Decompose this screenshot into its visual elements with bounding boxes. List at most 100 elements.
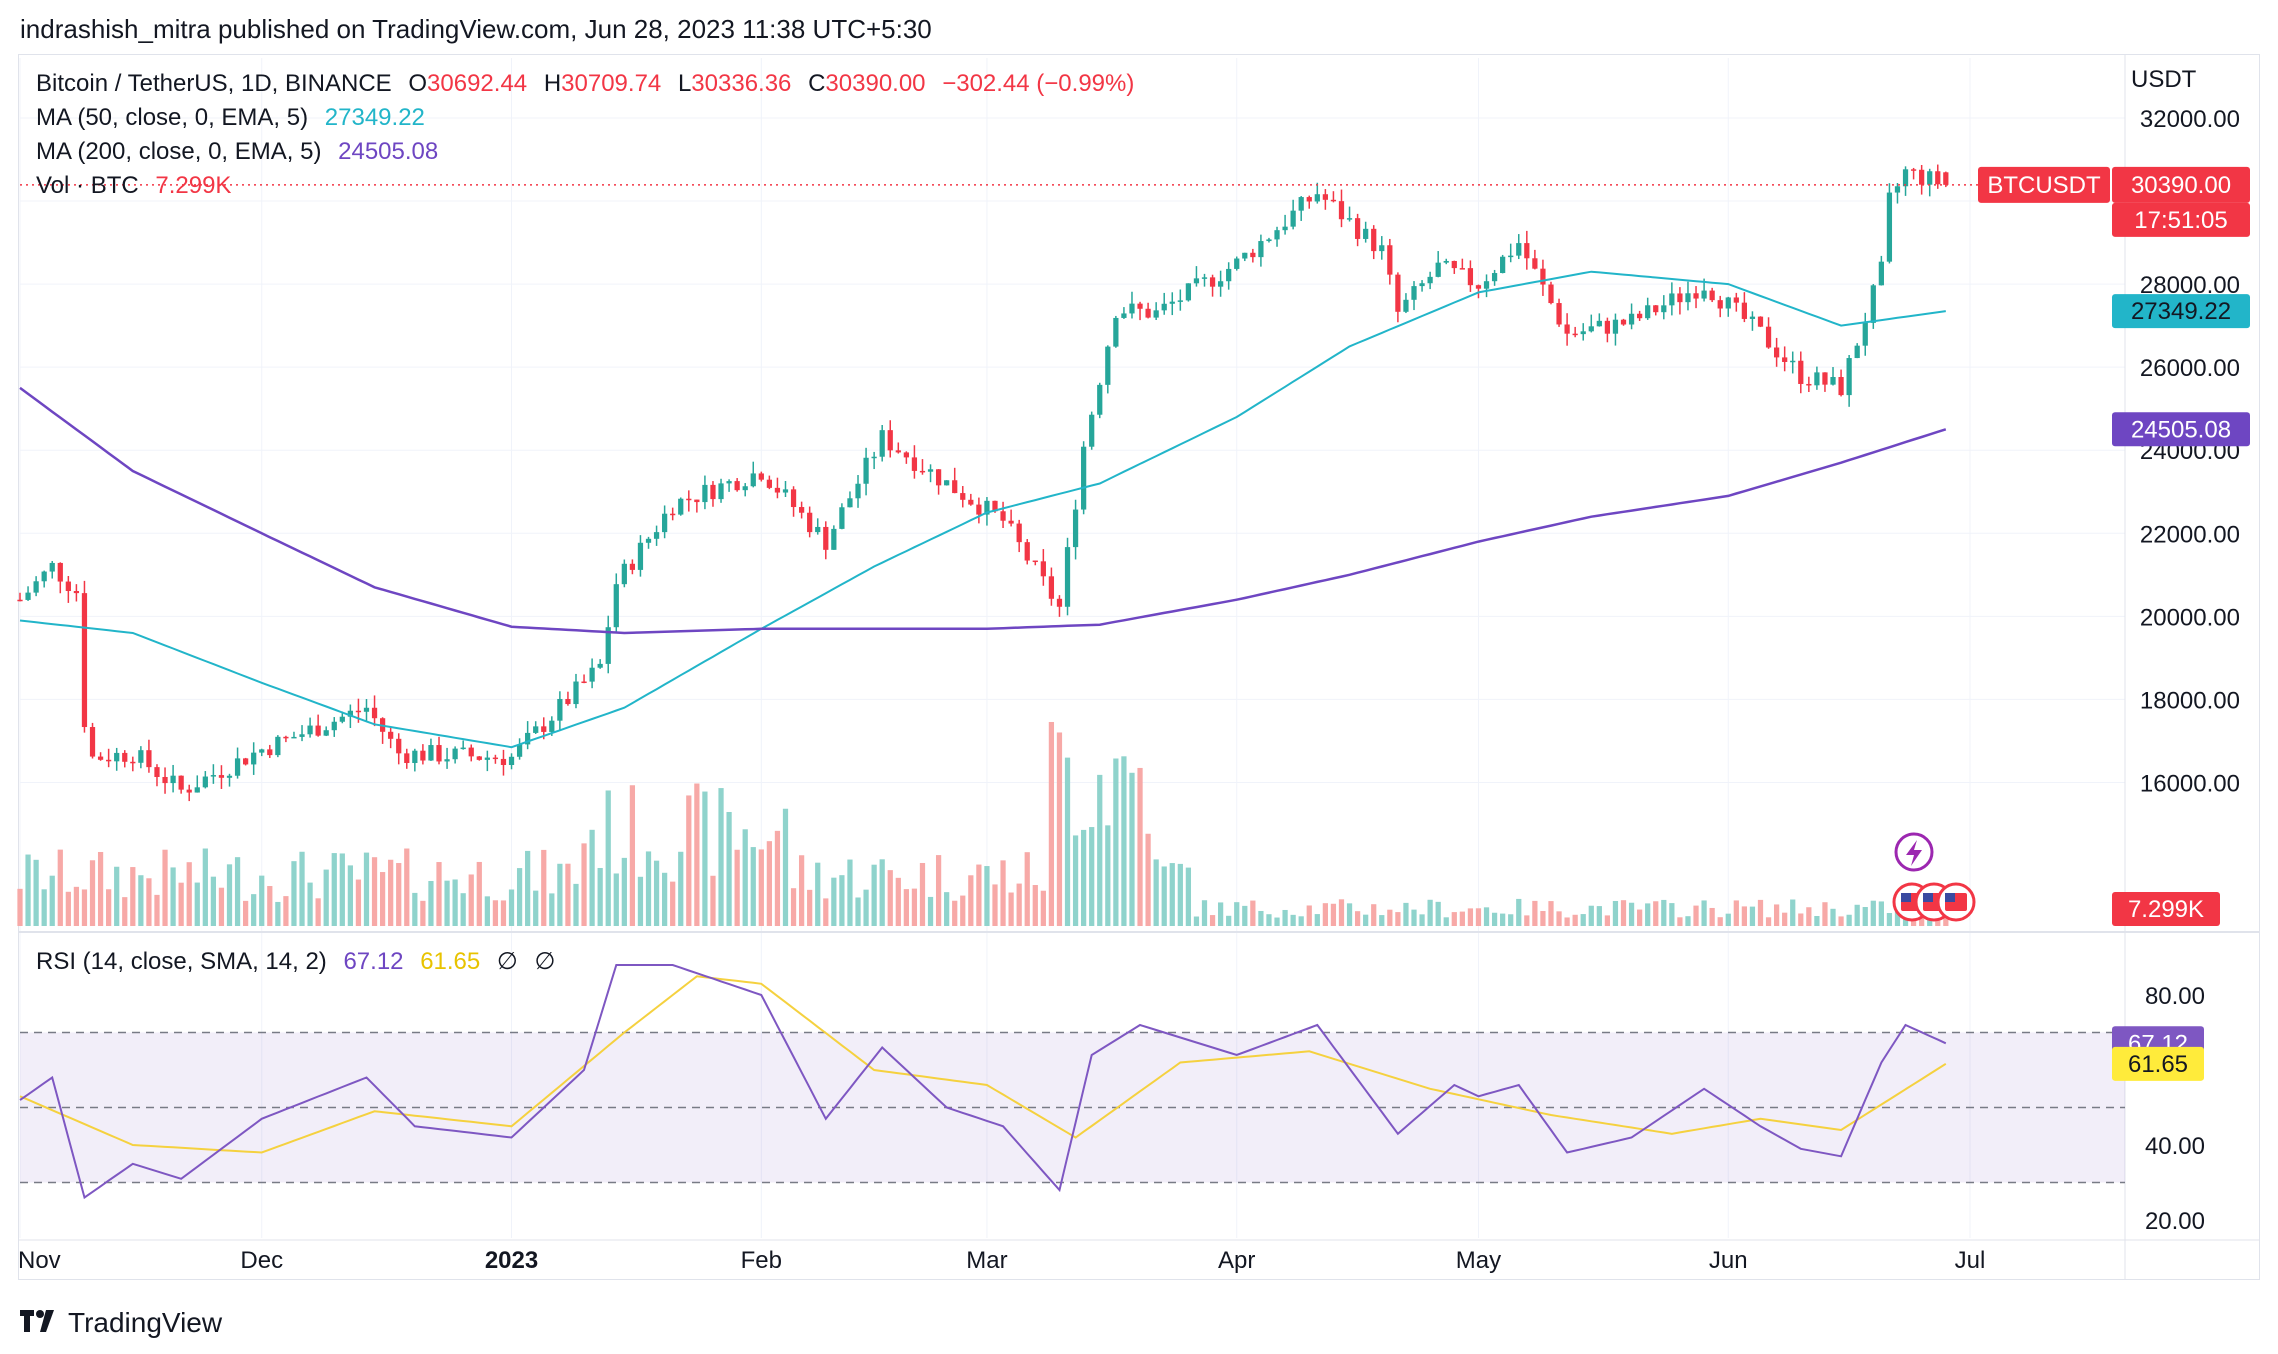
volume-bar <box>1354 911 1361 926</box>
candle-body <box>1935 171 1941 185</box>
candle-body <box>347 710 353 717</box>
candle-body <box>1572 333 1578 336</box>
candle-body <box>154 767 160 777</box>
candle-body <box>637 542 644 570</box>
candle-body <box>1773 347 1780 358</box>
volume-bar <box>1338 899 1345 926</box>
candle-body <box>130 761 136 764</box>
candle-body <box>267 749 273 756</box>
volume-bar <box>1201 900 1208 926</box>
rsi-axis-tick: 20.00 <box>2145 1208 2205 1235</box>
candle-body <box>162 776 168 784</box>
candle-body <box>234 758 241 776</box>
volume-bar <box>1604 915 1611 926</box>
candle-body <box>589 667 595 682</box>
ohlc-legend: Bitcoin / TetherUS, 1D, BINANCE O30692.4… <box>36 70 1144 98</box>
volume-bar <box>1056 732 1063 926</box>
candle-body <box>1169 301 1175 304</box>
time-axis-tick: May <box>1456 1247 1501 1274</box>
volume-bar <box>653 860 660 926</box>
volume-bar <box>726 811 732 926</box>
ma200-legend: MA (200, close, 0, EMA, 5) 24505.08 <box>36 138 448 166</box>
volume-bar <box>1306 905 1312 926</box>
candle-body <box>1878 261 1884 286</box>
candle-body <box>774 487 781 493</box>
candle-body <box>541 726 547 732</box>
volume-bar <box>1040 890 1046 926</box>
volume-bar <box>49 875 55 926</box>
candle-body <box>202 776 208 788</box>
candle-body <box>146 750 152 768</box>
candle-body <box>895 450 901 453</box>
candle-body <box>1491 273 1498 282</box>
volume-bar <box>226 864 233 926</box>
candle-body <box>1290 210 1296 227</box>
candle-body <box>1250 252 1256 258</box>
candle-body <box>1500 256 1506 274</box>
ma50-value: 27349.22 <box>324 104 425 131</box>
candle-body <box>1508 255 1514 258</box>
volume-bar <box>1701 900 1707 926</box>
candle-body <box>396 738 402 754</box>
volume-bar <box>1773 904 1780 926</box>
volume-bar <box>1137 767 1143 926</box>
candle-body <box>919 470 926 473</box>
volume-bar <box>1443 917 1449 926</box>
time-axis-tick: Jul <box>1955 1247 1986 1274</box>
volume-bar <box>871 864 877 926</box>
us-flag-canton-icon <box>1945 893 1955 902</box>
price-axis-tick: 32000.00 <box>2140 106 2240 133</box>
price-axis-tick: 22000.00 <box>2140 521 2240 548</box>
volume-bar <box>452 879 458 926</box>
candle-body <box>218 775 225 778</box>
volume-bar <box>839 875 845 926</box>
candle-body <box>1185 283 1192 301</box>
volume-bar <box>1427 899 1433 926</box>
time-axis-tick: 2023 <box>485 1247 538 1274</box>
volume-bar <box>686 795 692 926</box>
last-price-tag: 30390.00 <box>2131 172 2231 199</box>
volume-bar <box>589 829 595 926</box>
candle-body <box>605 627 611 664</box>
candle-body <box>460 747 466 750</box>
volume-bar <box>1105 825 1111 926</box>
candle-body <box>621 563 627 585</box>
candle-body <box>307 725 313 735</box>
candle-body <box>1701 290 1707 299</box>
rsi-sma-tag: 61.65 <box>2128 1051 2188 1078</box>
ma200-line <box>19 386 1947 635</box>
candle-body <box>1314 194 1320 202</box>
volume-bar <box>766 841 772 926</box>
price-axis-tick: 16000.00 <box>2140 770 2240 797</box>
volume-bar <box>1637 909 1643 926</box>
candle-body <box>734 481 740 491</box>
tradingview-logo[interactable]: TradingView <box>20 1306 222 1340</box>
candle-body <box>1322 194 1328 200</box>
candle-body <box>1201 277 1208 279</box>
volume-bar <box>702 791 708 926</box>
volume-bar <box>1193 916 1200 926</box>
candle-body <box>1886 192 1893 262</box>
volume-bar <box>678 851 684 926</box>
volume-bar <box>1500 913 1506 926</box>
volume-bar <box>396 863 402 926</box>
volume-bar <box>194 882 200 926</box>
candle-body <box>315 725 321 736</box>
volume-bar <box>895 877 901 926</box>
volume-bar <box>613 873 619 926</box>
volume-bar <box>17 888 23 926</box>
volume-bar <box>1685 916 1691 926</box>
candle-body <box>1532 258 1538 269</box>
candle-body <box>952 480 958 494</box>
candle-body <box>823 526 829 550</box>
volume-bar <box>1258 910 1264 926</box>
rsi-extra-1: ∅ <box>496 948 518 975</box>
volume-bar <box>1395 912 1401 926</box>
candle-body <box>549 720 555 732</box>
volume-bar <box>1798 913 1804 926</box>
volume-bar <box>178 882 184 926</box>
volume-bar <box>251 894 257 926</box>
candle-body <box>194 787 200 793</box>
volume-bar <box>742 829 748 926</box>
